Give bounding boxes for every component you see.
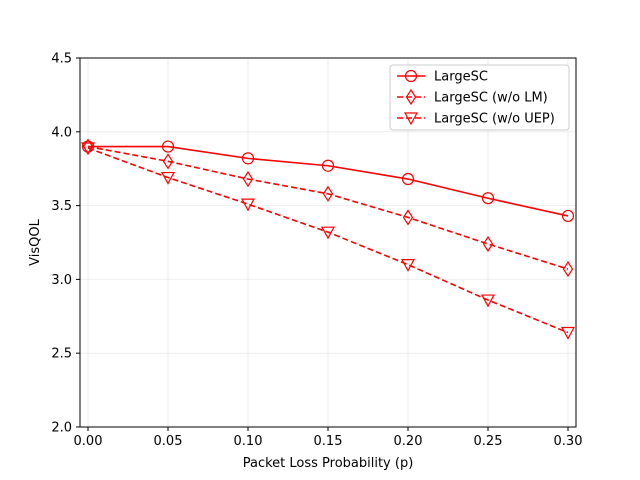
legend-label: LargeSC	[434, 70, 488, 85]
triangle-down-marker	[240, 198, 256, 212]
legend-entry: LargeSC (w/o UEP)	[397, 112, 555, 127]
x-tick-label: 0.10	[234, 434, 263, 449]
diamond-marker	[482, 235, 494, 253]
triangle-down-marker	[320, 226, 336, 240]
diamond-marker	[162, 153, 174, 170]
y-tick-label: 3.0	[51, 273, 72, 288]
circle-marker	[404, 69, 418, 83]
circle-marker	[81, 140, 95, 153]
series-line	[87, 147, 569, 334]
plot-series	[80, 138, 576, 340]
x-tick-label: 0.25	[474, 434, 503, 449]
x-axis-ticks: 0.00 0.05 0.10 0.15 0.20 0.25 0.30	[74, 427, 583, 449]
diamond-marker	[322, 185, 334, 202]
y-tick-label: 3.5	[51, 199, 72, 214]
legend-entry: LargeSC (w/o LM)	[397, 88, 548, 106]
x-axis-label: Packet Loss Probability (p)	[243, 456, 414, 471]
y-tick-label: 4.0	[51, 125, 72, 140]
triangle-down-marker	[403, 112, 419, 126]
triangle-down-marker	[80, 142, 96, 156]
diamond-marker	[562, 260, 574, 278]
x-tick-label: 0.20	[394, 434, 423, 449]
diamond-marker	[402, 209, 414, 226]
triangle-down-marker	[160, 171, 176, 185]
legend-label: LargeSC (w/o UEP)	[434, 112, 555, 127]
legend: LargeSC LargeSC (w/o LM) LargeSC (w/o UEP)	[389, 64, 570, 131]
y-tick-label: 2.5	[51, 347, 72, 362]
y-axis-ticks: 2.0 2.5 3.0 3.5 4.0 4.5	[51, 52, 80, 436]
triangle-down-marker	[480, 294, 496, 308]
x-tick-label: 0.15	[314, 434, 343, 449]
diamond-marker	[405, 88, 417, 106]
series-line	[87, 145, 569, 270]
series-1	[81, 140, 575, 223]
series-line	[88, 145, 569, 217]
x-tick-label: 0.00	[74, 434, 103, 449]
y-tick-label: 2.0	[51, 421, 72, 436]
y-tick-label: 4.5	[51, 52, 72, 67]
legend-box	[389, 64, 570, 131]
triangle-down-marker	[560, 326, 576, 340]
circle-marker	[161, 140, 175, 153]
diamond-marker	[242, 170, 254, 188]
triangle-down-marker	[400, 259, 416, 272]
circle-marker	[241, 152, 255, 165]
x-tick-label: 0.30	[554, 434, 583, 449]
legend-label: LargeSC (w/o LM)	[434, 91, 548, 106]
x-tick-label: 0.05	[154, 434, 183, 449]
series-3	[80, 142, 576, 340]
circle-marker	[481, 192, 495, 205]
circle-marker	[321, 159, 335, 172]
circle-marker	[401, 172, 415, 186]
legend-entry: LargeSC	[397, 70, 488, 85]
circle-marker	[561, 209, 575, 223]
y-axis-label: VisQOL	[28, 218, 43, 265]
